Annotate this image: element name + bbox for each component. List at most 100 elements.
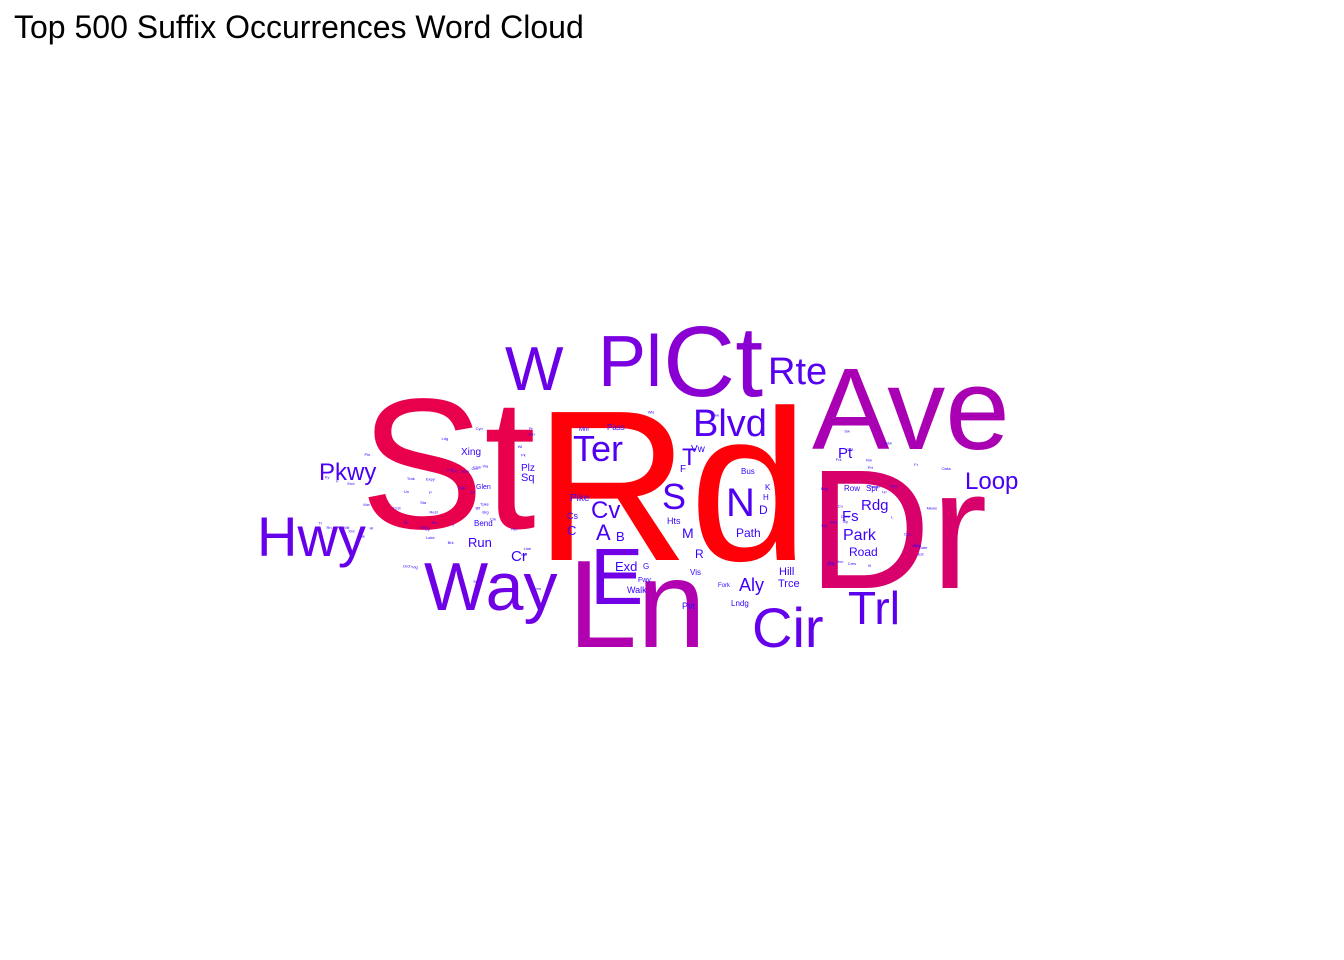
word-hill: Hill [779, 566, 794, 578]
word-cir: Cir [752, 596, 824, 659]
word-bay: Bay [821, 486, 828, 491]
word-sql: Sql [821, 523, 827, 528]
word-glen: Glen [476, 484, 491, 491]
word-ne: Ne [360, 534, 366, 539]
word-ky: Ky [325, 475, 330, 480]
word-stra: Stra [830, 519, 838, 524]
word-jct: Jct [470, 490, 476, 495]
word-brg: Brg [482, 509, 488, 514]
word-nw: Nw [713, 413, 719, 418]
word-r: R [695, 547, 704, 561]
chart-title: Top 500 Suffix Occurrences Word Cloud [14, 9, 584, 45]
word-loop: Loop [965, 468, 1018, 495]
word-byp: Byp [459, 485, 467, 490]
word-orch: Orch [403, 563, 412, 568]
word-un: Un [404, 489, 409, 494]
word-rte: Rte [768, 351, 827, 393]
word-crk: Crk [490, 516, 496, 521]
word-dl: Dl [404, 520, 408, 525]
word-vly: Vly [843, 519, 849, 524]
word-bus: Bus [741, 467, 755, 476]
word-hl: Hl [370, 526, 374, 531]
word-run: Run [468, 535, 492, 550]
word-pike: Pike [570, 493, 590, 504]
word-pkwy: Pkwy [319, 459, 376, 486]
word-rest: Rest [430, 509, 439, 514]
word-fr: Fr [914, 462, 918, 467]
word-crst: Crst [393, 505, 401, 510]
word-cres: Cres [848, 561, 856, 566]
word-h: H [763, 493, 769, 502]
word-ln: Ln [568, 536, 706, 674]
word-pln: Pln [365, 452, 371, 457]
word-pt: Pt [838, 445, 853, 462]
word-pr: Pr [529, 426, 534, 431]
word-mw: Mw [363, 502, 369, 507]
word-est: Est [918, 551, 925, 556]
word-cs: Cs [567, 511, 578, 521]
word-plz: Plz [521, 463, 535, 474]
word-dr: Dr [808, 435, 987, 625]
word-spr: Spr [866, 484, 879, 493]
word-brk: Brk [448, 540, 454, 545]
word-trce: Trce [778, 578, 800, 590]
word-isle: Isle [521, 552, 528, 557]
word-exd: Exd [615, 559, 637, 574]
word-up: Up [425, 526, 431, 531]
word-ext: Ext [452, 469, 459, 474]
word-main: Main [912, 543, 921, 548]
word-t: T [682, 444, 697, 471]
word-tr: Tr [319, 521, 323, 526]
word-mews: Mews [927, 505, 937, 510]
word-rw: Rw [866, 458, 872, 463]
word-via: Via [483, 463, 489, 468]
word-lp: Lp [882, 489, 887, 494]
word-spur: Spur [461, 469, 470, 474]
word-walk: Walk [627, 585, 647, 595]
word-xrd: Xrd [348, 528, 354, 533]
word-ter: Ter [573, 428, 623, 469]
word-rd: Rd [534, 365, 809, 606]
word-y: Y [452, 523, 455, 528]
word-u: U [914, 543, 917, 548]
word-sw: Sw [844, 428, 850, 433]
word-mill: Mill [343, 525, 349, 530]
word-v: V [336, 479, 339, 484]
word-pl: Pl [598, 322, 662, 402]
word-ave: Ave [812, 344, 1010, 474]
word-ests: Ests [420, 525, 428, 530]
word-path: Path [736, 526, 761, 540]
word-shr: Shr [828, 560, 835, 565]
word-trl: Trl [848, 582, 900, 634]
word-sp: Sp [432, 520, 438, 525]
word-way: Way [424, 549, 557, 625]
word-hbr: Hbr [511, 526, 518, 531]
word-wl: Wl [518, 444, 523, 449]
word-fs: Fs [842, 508, 859, 525]
word-bend: Bend [474, 519, 493, 528]
word-s: S [662, 476, 686, 517]
word-anx: Anx [528, 432, 535, 437]
word-mdw: Mdw [884, 441, 893, 446]
word-end: End [347, 481, 354, 486]
word-wls: Wls [648, 410, 655, 415]
word-f: F [680, 464, 686, 475]
word-b: B [616, 529, 625, 544]
word-fwy: Fwy [638, 577, 651, 584]
word-line: Line [524, 546, 532, 551]
word-oaks: Oaks [942, 466, 951, 471]
word-cpe: Cpe [904, 531, 912, 536]
word-gate: Gate [919, 545, 928, 550]
word-sq: Sq [521, 472, 534, 484]
word-e: E [590, 532, 643, 621]
word-co: Co [838, 504, 844, 509]
word-n: N [726, 481, 755, 525]
word-pk: Pk [521, 452, 526, 457]
word-pass: Pass [607, 423, 625, 432]
word-prt: Prt [868, 465, 874, 470]
word-ct: Ct [663, 306, 763, 418]
word-k: K [765, 483, 771, 492]
word-l: L [891, 515, 894, 520]
word-c: C [567, 523, 576, 538]
